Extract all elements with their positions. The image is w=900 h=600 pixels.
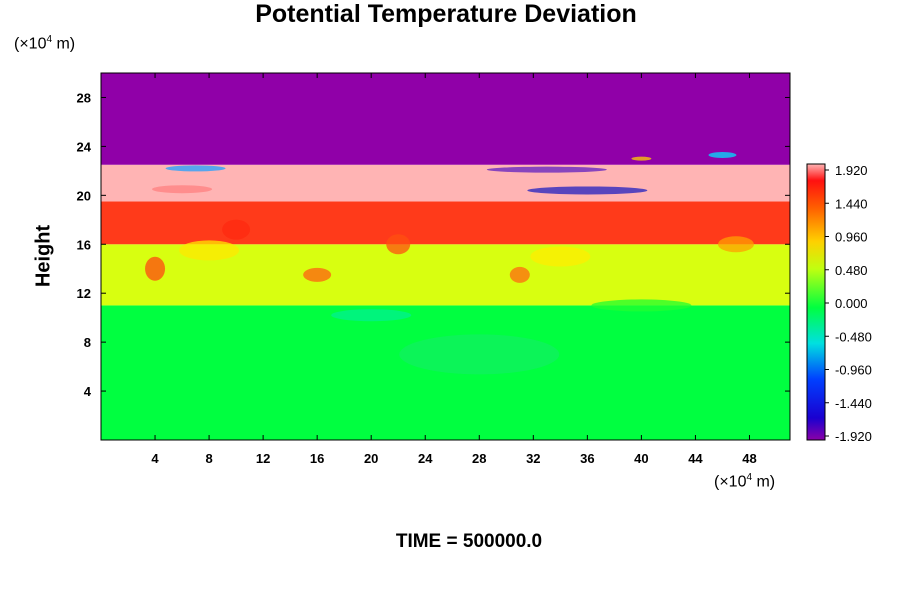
field-band xyxy=(101,164,790,202)
field-detail xyxy=(631,156,652,161)
field-band xyxy=(101,305,790,440)
y-tick-label: 4 xyxy=(84,384,92,399)
x-tick-label: 40 xyxy=(634,451,648,466)
y-axis-unit: (×104 m) xyxy=(14,34,76,53)
field-detail xyxy=(303,267,332,282)
field-detail xyxy=(145,256,166,281)
field-detail xyxy=(222,219,251,240)
field-band xyxy=(101,201,790,245)
field-detail xyxy=(527,186,648,195)
colorbar xyxy=(806,163,826,441)
field-band xyxy=(101,73,790,165)
x-tick-label: 16 xyxy=(310,451,324,466)
colorbar-label: 0.960 xyxy=(835,230,868,245)
colorbar-label: -1.920 xyxy=(835,429,872,444)
field-detail xyxy=(386,234,411,255)
x-axis-unit: (×104 m) xyxy=(714,472,776,491)
y-tick-label: 20 xyxy=(77,188,91,203)
field-detail xyxy=(179,240,240,261)
y-tick-label: 8 xyxy=(84,335,91,350)
y-tick-label: 16 xyxy=(77,237,91,252)
plot-frame xyxy=(100,72,791,441)
field-detail xyxy=(717,236,754,253)
chart-title: Potential Temperature Deviation xyxy=(255,0,637,28)
y-tick-label: 24 xyxy=(77,139,92,154)
y-tick-label: 28 xyxy=(77,90,91,105)
x-tick-label: 20 xyxy=(364,451,378,466)
colorbar-label: -0.480 xyxy=(835,329,872,344)
field-detail xyxy=(331,309,412,322)
field-detail xyxy=(152,185,213,194)
colorbar-label: -0.960 xyxy=(835,363,872,378)
x-tick-label: 44 xyxy=(688,451,703,466)
colorbar-label: 0.000 xyxy=(835,296,868,311)
time-label: TIME = 500000.0 xyxy=(395,531,543,552)
field-detail xyxy=(708,151,737,158)
field-detail xyxy=(486,166,607,173)
field-detail xyxy=(165,165,226,172)
colorbar-label: -1.440 xyxy=(835,396,872,411)
x-tick-label: 8 xyxy=(205,451,212,466)
x-tick-label: 28 xyxy=(472,451,486,466)
field-detail xyxy=(530,246,591,267)
field-detail xyxy=(399,334,560,375)
x-tick-label: 36 xyxy=(580,451,594,466)
colorbar-label: 1.920 xyxy=(835,163,868,178)
x-tick-label: 4 xyxy=(151,451,159,466)
y-tick-label: 12 xyxy=(77,286,91,301)
field-detail xyxy=(591,299,692,312)
x-tick-label: 48 xyxy=(742,451,756,466)
colorbar-label: 0.480 xyxy=(835,263,868,278)
x-tick-label: 24 xyxy=(418,451,433,466)
x-tick-label: 12 xyxy=(256,451,270,466)
x-tick-label: 32 xyxy=(526,451,540,466)
colorbar-label: 1.440 xyxy=(835,196,868,211)
field-detail xyxy=(509,266,530,283)
